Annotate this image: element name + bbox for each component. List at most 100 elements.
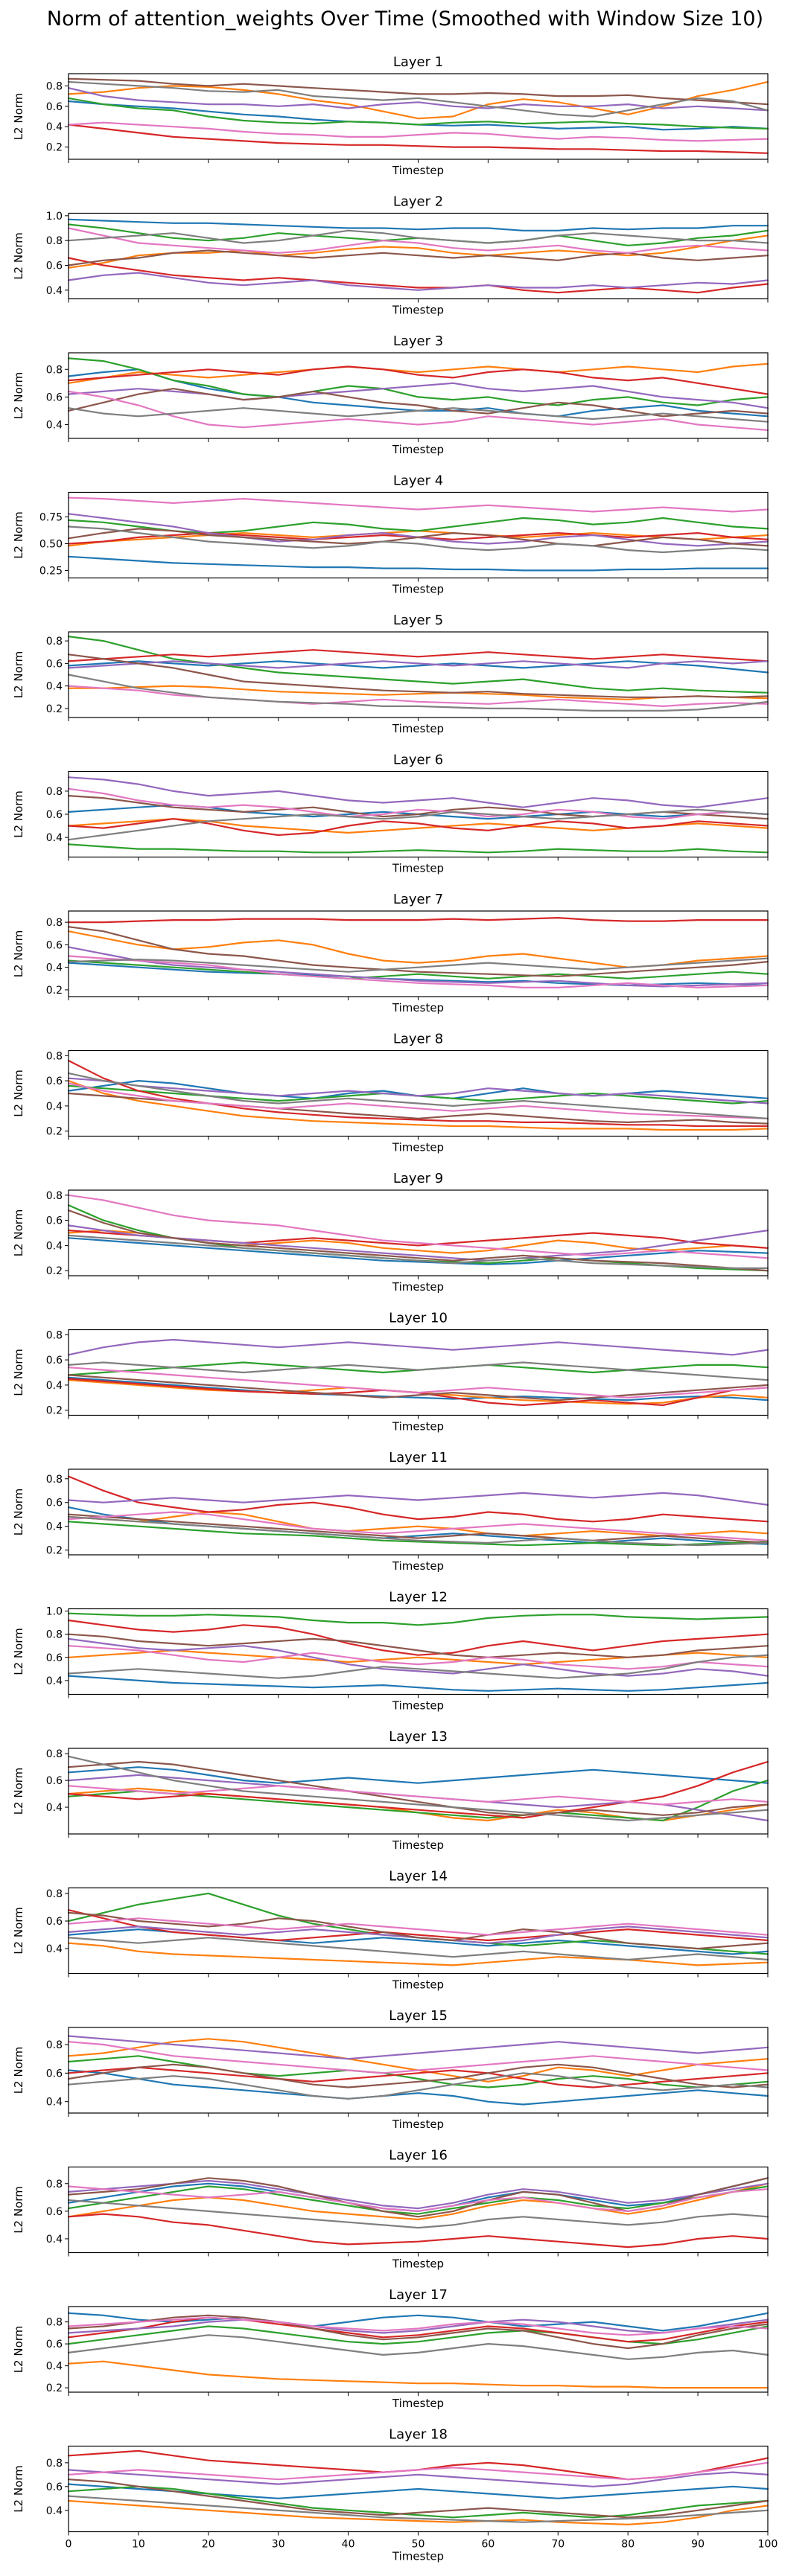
x-axis-label: Timestep xyxy=(392,164,444,177)
y-tick-label: 0.8 xyxy=(46,1748,63,1760)
series-line xyxy=(67,1374,769,1402)
series-line xyxy=(67,2499,769,2525)
x-axis-label: Timestep xyxy=(392,583,444,596)
y-tick-label: 0.6 xyxy=(46,1215,63,1227)
series-line xyxy=(67,390,769,432)
x-tick-label: 50 xyxy=(412,2539,425,2551)
y-axis-label: L2 Norm xyxy=(12,1768,25,1815)
series-line xyxy=(67,249,769,266)
layer-panel: Layer 16 0.4 0.6 0.8 Timestep L2 Norm xyxy=(12,2148,769,2271)
x-axis-label: Timestep xyxy=(392,304,444,317)
panel-title: Layer 6 xyxy=(393,752,443,768)
y-tick-label: 0.8 xyxy=(46,1050,63,1062)
x-axis-label: Timestep xyxy=(392,722,444,735)
x-axis-label: Timestep xyxy=(392,1420,444,1434)
y-tick-label: 0.6 xyxy=(46,809,63,821)
x-axis-label: Timestep xyxy=(392,2257,444,2271)
y-tick-label: 0.4 xyxy=(46,2361,63,2373)
y-tick-label: 0.6 xyxy=(46,101,63,113)
series-line xyxy=(67,1492,769,1506)
layer-panel: Layer 14 0.4 0.6 0.8 Timestep L2 Norm xyxy=(12,1869,769,1992)
series-line xyxy=(67,80,769,120)
series-line xyxy=(67,2325,769,2345)
y-tick-label: 0.4 xyxy=(46,1521,63,1533)
series-line xyxy=(67,1942,769,1966)
y-tick-label: 0.4 xyxy=(46,2505,63,2517)
series-line xyxy=(67,2072,769,2100)
panel-title: Layer 17 xyxy=(389,2287,448,2303)
series-line xyxy=(67,1760,769,1816)
y-tick-label: 0.2 xyxy=(46,1126,63,1138)
series-line xyxy=(67,2461,769,2481)
series-line xyxy=(67,257,769,294)
y-tick-label: 0.2 xyxy=(46,2382,63,2394)
x-tick-label: 40 xyxy=(342,2539,355,2551)
panel-title: Layer 5 xyxy=(393,613,443,628)
panel-title: Layer 16 xyxy=(389,2148,448,2164)
y-axis-label: L2 Norm xyxy=(12,232,25,280)
x-axis-label: Timestep xyxy=(392,1280,444,1294)
y-tick-label: 0.8 xyxy=(46,2317,63,2329)
y-tick-label: 0.4 xyxy=(46,1802,63,1814)
series-line xyxy=(67,794,769,820)
series-line xyxy=(67,2478,769,2519)
layer-panel: Layer 12 0.4 0.6 0.8 1.0 Timestep L2 Norm xyxy=(12,1590,769,1713)
y-axis-label: L2 Norm xyxy=(12,1628,25,1675)
panel-title: Layer 13 xyxy=(389,1729,448,1745)
plot-frame xyxy=(68,631,769,718)
series-line xyxy=(67,229,769,244)
series-line xyxy=(67,368,769,418)
series-line xyxy=(67,2485,769,2519)
series-line xyxy=(67,2185,769,2215)
y-axis-label: L2 Norm xyxy=(12,651,25,699)
panel-title: Layer 7 xyxy=(393,892,443,907)
y-tick-label: 0.6 xyxy=(46,1498,63,1509)
series-line xyxy=(67,97,769,130)
series-line xyxy=(67,926,769,977)
series-line xyxy=(67,2055,769,2088)
y-tick-label: 0.8 xyxy=(46,2458,63,2470)
series-line xyxy=(67,2316,769,2343)
panel-title: Layer 14 xyxy=(389,1869,448,1885)
series-line xyxy=(67,528,769,547)
x-axis-label: Timestep xyxy=(392,443,444,456)
panel-title: Layer 10 xyxy=(389,1311,448,1326)
y-tick-label: 0.8 xyxy=(46,2179,63,2190)
figure-title: Norm of attention_weights Over Time (Smo… xyxy=(47,7,763,31)
x-tick-label: 100 xyxy=(758,2539,778,2551)
y-tick-label: 0.2 xyxy=(46,1545,63,1557)
series-line xyxy=(67,2199,769,2229)
x-tick-label: 80 xyxy=(621,2539,635,2551)
series-line xyxy=(67,1513,769,1544)
series-line xyxy=(67,1612,769,1626)
series-line xyxy=(67,1511,769,1537)
x-axis-label: Timestep xyxy=(392,2118,444,2131)
y-tick-label: 0.6 xyxy=(46,939,63,951)
y-tick-label: 0.8 xyxy=(46,636,63,648)
y-tick-label: 0.4 xyxy=(46,1943,63,1955)
series-line xyxy=(67,649,769,662)
series-line xyxy=(67,1755,769,1822)
panel-title: Layer 9 xyxy=(393,1171,443,1186)
panel-title: Layer 1 xyxy=(393,54,443,70)
plot-frame xyxy=(68,1608,769,1696)
panel-title: Layer 3 xyxy=(393,333,443,349)
layer-panel: Layer 10 0.2 0.4 0.6 0.8 Timestep L2 Norm xyxy=(12,1311,769,1434)
series-line xyxy=(67,1511,769,1541)
series-line xyxy=(67,1521,769,1547)
panel-title: Layer 11 xyxy=(389,1450,448,1466)
layer-panel: Layer 15 0.4 0.6 0.8 Timestep L2 Norm xyxy=(12,2008,769,2131)
series-line xyxy=(67,1209,769,1272)
layer-panel: Layer 18 0.4 0.6 0.8 0 10 20 30 40 50 60 70 80 90 100 T… xyxy=(12,2427,777,2563)
series-line xyxy=(67,1059,769,1128)
series-line xyxy=(67,2185,769,2212)
y-tick-label: 0.6 xyxy=(46,1355,63,1367)
y-tick-label: 0.2 xyxy=(46,1405,63,1417)
series-line xyxy=(67,362,769,384)
y-axis-label: L2 Norm xyxy=(12,93,25,141)
series-line xyxy=(67,660,769,669)
series-line xyxy=(67,1760,769,1819)
series-line xyxy=(67,1645,769,1670)
series-line xyxy=(67,531,769,545)
panel-title: Layer 2 xyxy=(393,194,443,210)
